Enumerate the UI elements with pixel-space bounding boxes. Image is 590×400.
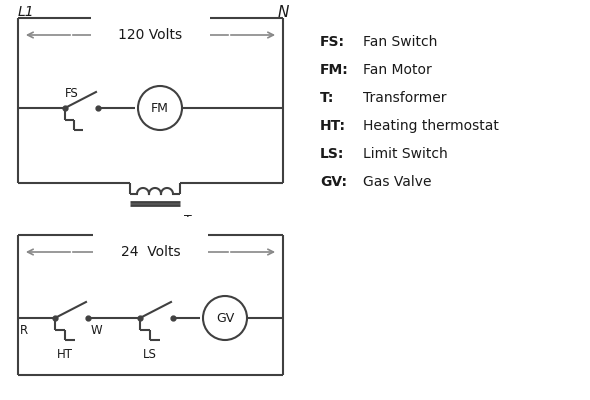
- Text: LS:: LS:: [320, 147, 345, 161]
- Text: FM: FM: [151, 102, 169, 114]
- Text: FS:: FS:: [320, 35, 345, 49]
- Text: Fan Motor: Fan Motor: [363, 63, 432, 77]
- Text: Fan Switch: Fan Switch: [363, 35, 437, 49]
- Text: GV: GV: [216, 312, 234, 324]
- Text: FS: FS: [65, 87, 78, 100]
- Text: Limit Switch: Limit Switch: [363, 147, 448, 161]
- Text: GV:: GV:: [320, 175, 347, 189]
- Text: HT: HT: [57, 348, 73, 361]
- Text: L1: L1: [18, 5, 35, 19]
- Text: 120 Volts: 120 Volts: [119, 28, 182, 42]
- Text: FM:: FM:: [320, 63, 349, 77]
- Text: LS: LS: [143, 348, 157, 361]
- Text: T:: T:: [320, 91, 335, 105]
- Text: Heating thermostat: Heating thermostat: [363, 119, 499, 133]
- Text: HT:: HT:: [320, 119, 346, 133]
- Text: R: R: [20, 324, 28, 337]
- Text: W: W: [91, 324, 103, 337]
- Text: T: T: [184, 214, 192, 228]
- Text: 24  Volts: 24 Volts: [121, 245, 181, 259]
- Text: Transformer: Transformer: [363, 91, 447, 105]
- Text: Gas Valve: Gas Valve: [363, 175, 431, 189]
- Text: N: N: [277, 5, 289, 20]
